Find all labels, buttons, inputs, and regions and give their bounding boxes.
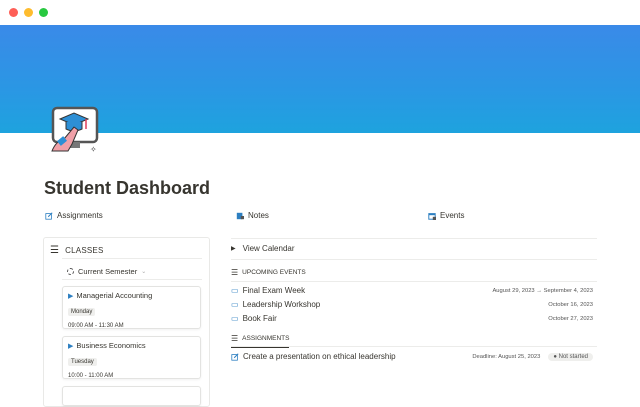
classes-title: CLASSES [65,246,104,255]
view-calendar-label: View Calendar [242,244,295,253]
class-time: 10:00 - 11:00 AM [68,373,114,379]
assignments-link-label: Assignments [57,211,103,220]
event-row[interactable]: ▭ Final Exam Week August 29, 2023 → Sept… [231,286,593,295]
event-name: Leadership Workshop [242,300,321,309]
list-icon: ☰ [50,245,60,256]
assignment-deadline: Deadline: August 25, 2023 [472,353,541,360]
class-name: Managerial Accounting [76,291,153,300]
loading-circle-icon [67,268,74,275]
minimize-window-button[interactable] [24,8,33,17]
class-day-tag: Tuesday [68,358,97,366]
edit-icon [45,211,53,220]
class-card[interactable]: ▶ Managerial Accounting Monday 09:00 AM -… [62,286,201,329]
status-label: Not started [558,353,588,360]
event-row[interactable]: ▭ Leadership Workshop October 16, 2023 [231,300,593,309]
class-day-tag: Monday [68,308,96,316]
page-title: Student Dashboard [44,178,211,198]
class-time: 09:00 AM - 11:30 AM [68,323,124,329]
semester-filter-label: Current Semester [78,267,138,276]
assignment-name: Create a presentation on ethical leaders… [243,352,396,361]
events-link-label: Events [440,211,465,220]
assignment-row[interactable]: Create a presentation on ethical leaders… [231,352,593,361]
maximize-window-button[interactable] [39,8,48,17]
calendar-icon: ▭ [231,300,239,309]
triangle-right-icon: ▶ [231,246,236,252]
status-badge: ● Not started [548,352,593,361]
close-window-button[interactable] [9,8,18,17]
class-card[interactable] [62,386,201,406]
event-name: Book Fair [242,314,277,323]
cover-banner [0,25,640,133]
notes-link[interactable]: Notes [236,211,269,220]
event-date: August 29, 2023 → September 4, 2023 [492,287,593,294]
calendar-icon [428,212,436,220]
upcoming-events-tab[interactable]: ☰ UPCOMING EVENTS [231,268,306,282]
assignments-tab[interactable]: ☰ ASSIGNMENTS [231,334,290,348]
event-row[interactable]: ▭ Book Fair October 27, 2023 [231,314,593,323]
assignments-title: ASSIGNMENTS [242,335,290,342]
notebook-icon [236,212,244,219]
class-name: Business Economics [76,341,146,350]
event-date: October 27, 2023 [548,315,593,322]
window-titlebar [0,0,640,25]
class-icon: ▶ [68,292,74,300]
semester-filter[interactable]: Current Semester ⌄ [67,267,146,276]
notes-link-label: Notes [248,211,269,220]
svg-text:✧: ✧ [90,145,97,154]
calendar-icon: ▭ [231,286,239,295]
event-name: Final Exam Week [242,286,306,295]
class-icon: ▶ [68,342,74,350]
view-calendar-toggle[interactable]: ▶ View Calendar [231,244,593,253]
classes-header: ☰ CLASSES [50,245,103,256]
class-card[interactable]: ▶ Business Economics Tuesday 10:00 - 11:0… [62,336,201,379]
calendar-icon: ▭ [231,314,239,323]
chevron-down-icon: ⌄ [141,269,147,275]
upcoming-events-title: UPCOMING EVENTS [242,269,306,276]
graduation-computer-icon: ✧ [51,106,99,154]
events-link[interactable]: Events [428,211,464,220]
list-icon: ☰ [231,334,239,343]
list-icon: ☰ [231,268,239,277]
assignments-link[interactable]: Assignments [45,211,103,220]
edit-icon [231,352,239,361]
event-date: October 16, 2023 [548,301,593,308]
